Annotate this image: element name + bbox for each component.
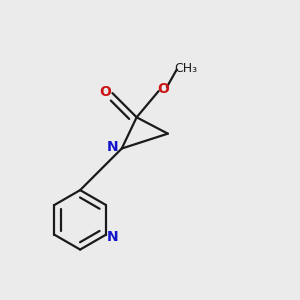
Text: CH₃: CH₃ xyxy=(174,61,197,74)
Text: O: O xyxy=(99,85,111,99)
Text: N: N xyxy=(106,230,118,244)
Text: N: N xyxy=(107,140,119,154)
Text: O: O xyxy=(157,82,169,96)
